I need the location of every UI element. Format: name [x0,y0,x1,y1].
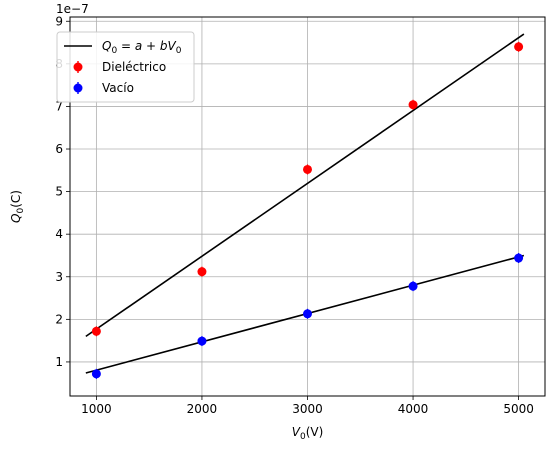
point-vacio [408,281,418,291]
y-offset-text: 1e−7 [56,2,89,16]
point-dielectrico [197,267,207,277]
legend-marker-vacio [73,83,83,93]
legend-fit-label: Q0 = a + bV0 [102,39,182,56]
legend-label-dielectrico: Dieléctrico [102,60,166,74]
x-tick-label: 1000 [81,402,112,416]
grid-layer [70,17,545,396]
point-dielectrico [303,164,312,174]
y-tick-label: 5 [55,185,63,199]
x-tick-label: 2000 [187,402,218,416]
point-vacio [514,253,524,263]
y-axis-label: Q0(C) [9,190,26,223]
x-tick-label: 3000 [292,402,323,416]
y-tick-label: 1 [55,355,63,369]
point-vacio [197,336,207,346]
x-tick-label: 5000 [503,402,534,416]
y-tick-label: 2 [55,312,63,326]
point-vacio [303,309,312,319]
point-vacio [91,369,101,379]
point-dielectrico [91,326,101,336]
legend: Q0 = a + bV0 Dieléctrico Vacío [56,31,195,103]
legend-label-vacio: Vacío [102,81,134,95]
y-tick-label: 3 [55,270,63,284]
y-tick-label: 9 [55,14,63,28]
legend-box [56,31,195,103]
y-tick-label: 7 [55,99,63,113]
fit-line-dieléctrico [85,33,525,338]
x-axis-label: V0(V) [292,425,324,442]
point-dielectrico [514,42,524,52]
y-tick-label: 6 [55,142,63,156]
x-tick-label: 4000 [398,402,429,416]
data-points [91,41,524,379]
point-dielectrico [408,100,418,110]
axis-ticks: 10002000300040005000123456789 [55,14,534,416]
legend-marker-dielectrico [73,62,83,72]
y-tick-label: 4 [55,227,63,241]
